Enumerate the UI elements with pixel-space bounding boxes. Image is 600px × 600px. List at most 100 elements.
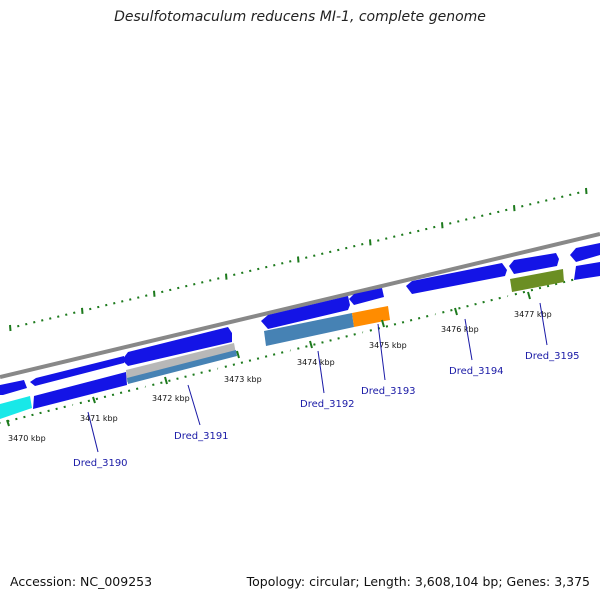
minor-tick xyxy=(522,290,526,294)
minor-tick xyxy=(249,269,252,273)
gene-label[interactable]: Dred_3194 xyxy=(449,366,504,377)
gene-label[interactable]: Dred_3192 xyxy=(300,399,355,410)
minor-tick xyxy=(473,216,476,219)
minor-tick xyxy=(490,298,493,302)
major-tick xyxy=(513,205,516,212)
minor-tick xyxy=(31,413,34,417)
minor-tick xyxy=(538,286,542,290)
gene-label-leaders xyxy=(87,302,548,453)
minor-tick xyxy=(385,237,388,240)
minor-tick xyxy=(264,355,268,358)
gene-block-steelblue[interactable] xyxy=(127,350,237,384)
minor-tick xyxy=(465,218,468,221)
gene-arrow[interactable] xyxy=(574,262,600,280)
gene-label[interactable]: Dred_3190 xyxy=(73,458,128,469)
minor-tick xyxy=(169,288,172,292)
minor-tick xyxy=(570,278,574,282)
gene-label[interactable]: Dred_3191 xyxy=(174,431,229,442)
tick-label: 3470 kbp xyxy=(8,434,46,443)
gene-arrow[interactable] xyxy=(261,296,350,329)
minor-tick xyxy=(546,284,550,288)
gene-block-olive[interactable] xyxy=(510,269,564,292)
minor-tick xyxy=(209,279,212,282)
tick-labels: 3470 kbp 3471 kbp 3472 kbp 3473 kbp 3474… xyxy=(8,310,552,443)
minor-tick xyxy=(498,296,501,300)
gene-labels: Dred_3190 Dred_3191 Dred_3192 Dred_3193 … xyxy=(73,351,580,469)
minor-tick xyxy=(409,231,412,235)
minor-tick xyxy=(433,225,436,229)
minor-tick xyxy=(450,308,453,312)
gene-block-orange[interactable] xyxy=(352,306,390,327)
minor-tick xyxy=(135,387,139,391)
minor-tick xyxy=(449,222,452,225)
minor-tick xyxy=(489,212,492,216)
minor-tick xyxy=(240,361,244,364)
minor-tick xyxy=(185,284,188,288)
minor-tick xyxy=(457,220,460,223)
minor-tick xyxy=(280,351,284,354)
minor-tick xyxy=(192,373,195,376)
minor-tick xyxy=(145,294,148,297)
minor-tick xyxy=(577,191,580,195)
map-title: Desulfotomaculum reducens MI-1, complete… xyxy=(114,9,486,25)
minor-tick xyxy=(337,248,340,252)
accession-text: Accession: NC_009253 xyxy=(10,574,153,589)
tick-label: 3471 kbp xyxy=(80,414,118,423)
minor-tick xyxy=(47,409,50,413)
minor-tick xyxy=(345,246,348,250)
gene-label[interactable]: Dred_3195 xyxy=(525,351,580,362)
gene-arrow[interactable] xyxy=(122,327,232,366)
minor-tick xyxy=(482,300,485,304)
gene-arrow[interactable] xyxy=(406,263,507,294)
major-tick xyxy=(225,273,228,280)
minor-tick xyxy=(281,262,284,265)
minor-tick xyxy=(39,411,42,415)
gene-arrow[interactable] xyxy=(30,356,124,386)
minor-tick xyxy=(103,395,107,399)
minor-tick xyxy=(361,243,364,246)
minor-tick xyxy=(481,214,484,217)
minor-tick xyxy=(23,415,26,419)
minor-tick xyxy=(442,310,445,314)
gene-arrow[interactable] xyxy=(33,372,127,409)
minor-tick xyxy=(321,252,324,256)
minor-tick xyxy=(305,345,308,348)
minor-tick xyxy=(41,319,44,322)
minor-tick xyxy=(97,305,100,309)
minor-tick xyxy=(272,353,276,356)
minor-tick xyxy=(458,306,461,310)
minor-tick xyxy=(233,273,236,276)
minor-tick xyxy=(466,304,469,308)
minor-tick xyxy=(127,389,131,393)
minor-tick xyxy=(425,315,429,318)
minor-tick xyxy=(409,319,413,322)
minor-tick xyxy=(95,397,99,401)
gene-label[interactable]: Dred_3193 xyxy=(361,386,416,397)
gene-row-lower xyxy=(0,262,600,419)
gene-arrow[interactable] xyxy=(509,253,559,274)
tick-label: 3477 kbp xyxy=(514,310,552,319)
minor-tick xyxy=(177,286,180,290)
gene-block-cyan[interactable] xyxy=(0,396,32,419)
minor-tick xyxy=(248,359,252,362)
minor-tick xyxy=(55,407,58,411)
minor-tick xyxy=(25,322,28,326)
minor-tick xyxy=(79,401,83,405)
minor-tick xyxy=(529,203,532,206)
minor-tick xyxy=(289,260,292,263)
minor-tick xyxy=(160,381,163,384)
gene-block-steelblue[interactable] xyxy=(264,313,354,346)
minor-tick xyxy=(113,302,116,305)
minor-tick xyxy=(562,280,566,284)
minor-tick xyxy=(313,343,316,346)
minor-tick xyxy=(569,193,572,197)
tick-label: 3475 kbp xyxy=(369,341,407,350)
minor-tick xyxy=(176,377,179,380)
gene-arrow[interactable] xyxy=(349,288,384,305)
gene-arrow[interactable] xyxy=(570,243,600,262)
gene-arrow[interactable] xyxy=(0,380,27,395)
minor-tick xyxy=(505,208,508,212)
minor-tick xyxy=(15,417,18,421)
minor-tick xyxy=(377,239,380,242)
